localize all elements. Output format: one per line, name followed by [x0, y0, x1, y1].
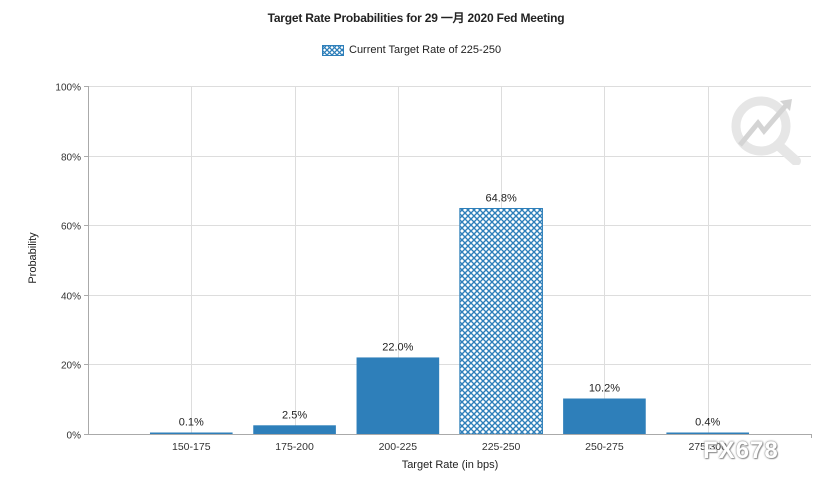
x-tick-label: 175-200 [275, 441, 314, 453]
value-label: 64.8% [486, 192, 517, 204]
value-label: 22.0% [382, 341, 413, 353]
legend-swatch-hatched [322, 44, 344, 56]
grid [88, 86, 811, 435]
bar-250-275 [563, 398, 646, 434]
y-tick-label: 80% [61, 153, 81, 164]
x-tick-label: 275-300 [688, 441, 727, 453]
x-axis-label: Target Rate (in bps) [401, 459, 499, 471]
x-tick-label: 200-225 [379, 441, 418, 453]
bar-175-200 [253, 425, 336, 434]
y-tick-label: 0% [67, 431, 82, 442]
value-label: 0.1% [179, 417, 204, 429]
legend-label: Current Target Rate of 225-250 [349, 44, 502, 56]
watermark-text: FX678 [703, 437, 779, 464]
bar-275-300 [666, 432, 750, 434]
y-tick-label: 100% [55, 83, 81, 94]
y-tick-label: 40% [61, 292, 81, 303]
y-axis-label: Probability [27, 232, 39, 284]
x-tick-label: 250-275 [585, 441, 624, 453]
y-tick-label: 20% [61, 361, 81, 372]
x-tick-label: 225-250 [482, 441, 521, 453]
bar-225-250 [459, 207, 543, 435]
axes: 0% 20% 40% 60% 80% 100% 150-175 175-200 200-225 2… [55, 83, 812, 453]
bar-150-175 [149, 432, 233, 434]
y-tick-label: 60% [61, 222, 81, 233]
value-label: 2.5% [282, 409, 307, 421]
value-label: 10.2% [589, 383, 620, 395]
chart-title: Target Rate Probabilities for 29 一月 2020… [267, 11, 565, 25]
value-label: 0.4% [695, 417, 720, 429]
magnifier-arrow-icon [731, 96, 801, 165]
bars: 0.1% 2.5% 22.0% 64.8% 10.2% 0.4% [149, 192, 750, 435]
legend: Current Target Rate of 225-250 [322, 42, 501, 58]
bar-200-225 [356, 357, 440, 434]
x-tick-label: 150-175 [172, 441, 211, 453]
